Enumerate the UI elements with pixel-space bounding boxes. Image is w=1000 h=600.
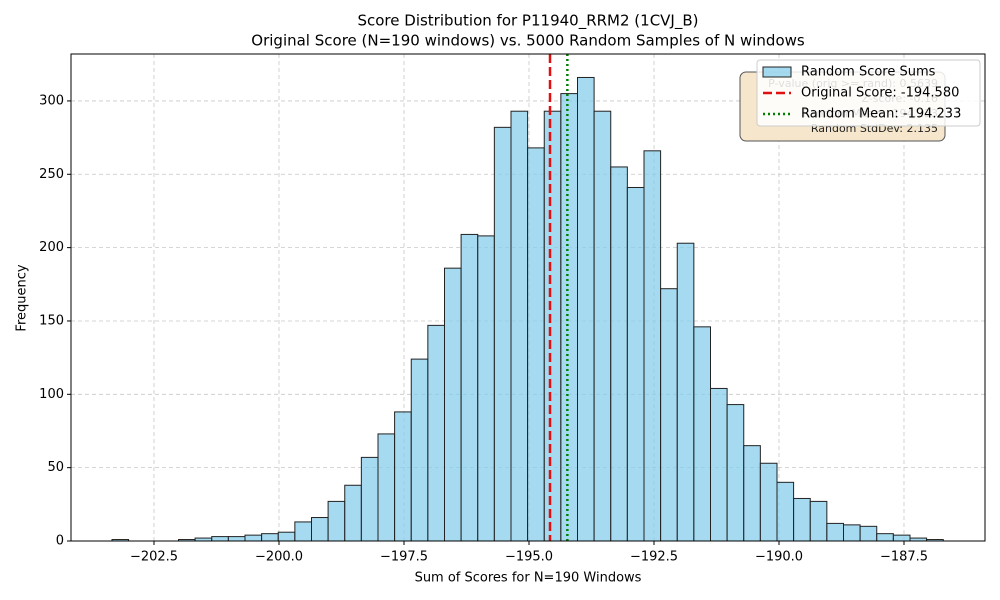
legend-label: Original Score: -194.580 — [801, 86, 959, 101]
bar — [876, 533, 894, 542]
bar — [593, 110, 612, 542]
legend-label: Random Mean: -194.233 — [801, 107, 961, 122]
bar — [277, 531, 296, 542]
bar — [693, 326, 711, 542]
bar — [710, 387, 728, 542]
bar — [577, 76, 595, 542]
bar — [776, 481, 795, 542]
bar — [892, 534, 911, 542]
plot-frame — [70, 53, 986, 542]
y-tick-label: 150 — [39, 313, 64, 328]
bar — [294, 521, 313, 542]
x-tick-label: −197.5 — [380, 550, 428, 565]
y-tick-label: 300 — [39, 93, 64, 108]
x-tick-label: −190.0 — [755, 550, 803, 565]
bar — [311, 517, 329, 542]
bar — [527, 147, 545, 542]
bar — [477, 235, 495, 542]
bar — [759, 462, 778, 542]
x-tick-label: −195.0 — [505, 550, 553, 565]
bar — [826, 522, 844, 542]
y-tick-label: 0 — [56, 534, 64, 549]
chart-subtitle: Original Score (N=190 windows) vs. 5000 … — [251, 32, 805, 50]
bar — [394, 411, 412, 542]
y-tick-label: 50 — [47, 460, 64, 475]
bar — [610, 166, 628, 542]
bar — [410, 358, 429, 542]
bar — [444, 267, 462, 542]
bar — [626, 186, 645, 542]
bar — [676, 242, 695, 542]
y-tick-label: 200 — [39, 240, 64, 255]
bar — [660, 288, 678, 542]
bar — [493, 126, 512, 542]
bar — [793, 497, 811, 542]
bar — [360, 456, 379, 542]
chart-title: Score Distribution for P11940_RRM2 (1CVJ… — [357, 12, 698, 31]
bar — [859, 525, 878, 542]
legend-swatch — [762, 66, 792, 78]
x-tick-label: −200.0 — [255, 550, 303, 565]
bar — [377, 433, 396, 542]
bar — [344, 484, 362, 542]
x-tick-label: −202.5 — [130, 550, 178, 565]
x-axis-label: Sum of Scores for N=190 Windows — [415, 571, 642, 586]
bar — [643, 150, 662, 542]
bar — [543, 110, 562, 542]
bar — [510, 110, 529, 542]
bar — [261, 533, 279, 542]
bar — [327, 500, 346, 542]
bar — [809, 500, 828, 542]
y-tick-label: 100 — [39, 387, 64, 402]
x-tick-label: −187.5 — [880, 550, 928, 565]
bar — [560, 93, 578, 542]
bar — [427, 324, 446, 542]
y-tick-label: 250 — [39, 167, 64, 182]
y-axis-label: Frequency — [15, 264, 30, 331]
bar — [211, 536, 229, 542]
legend-label: Random Score Sums — [801, 65, 936, 80]
bar — [244, 534, 263, 542]
bar — [460, 233, 479, 542]
x-tick-label: −192.5 — [630, 550, 678, 565]
bar — [743, 445, 761, 542]
bar — [227, 536, 246, 542]
legend-box — [756, 59, 981, 127]
bar — [843, 524, 861, 542]
bar — [726, 404, 745, 542]
